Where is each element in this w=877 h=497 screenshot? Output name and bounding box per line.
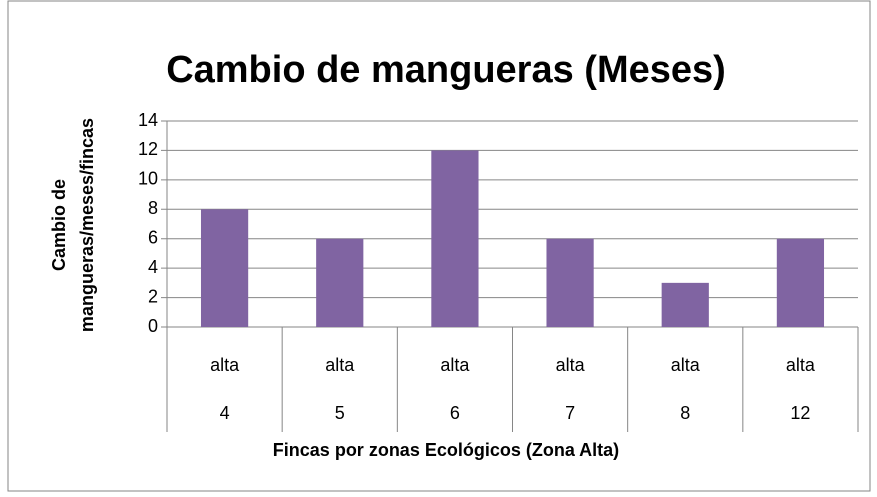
x-tick-label: 8 [680,403,690,423]
x-tick-label: 4 [220,403,230,423]
y-axis-label-line: mangueras/meses/fincas [77,118,97,332]
bar [776,238,825,327]
x-tick-label: 5 [335,403,345,423]
x-tick-label: alta [325,355,355,375]
y-axis-label: Cambio de mangueras/meses/fincas [49,118,97,332]
y-tick-label: 10 [138,169,158,189]
x-tick-label: 7 [565,403,575,423]
x-axis-label: Fincas por zonas Ecológicos (Zona Alta) [273,440,619,460]
bar [431,150,479,327]
bar [661,282,709,327]
y-tick-label: 4 [148,257,158,277]
bar [546,238,594,327]
y-tick-label: 8 [148,198,158,218]
y-tick-label: 0 [148,316,158,336]
bar [200,209,249,327]
x-tick-label: alta [671,355,701,375]
x-tick-label: alta [440,355,470,375]
y-tick-label: 6 [148,227,158,247]
y-axis-label-line: Cambio de [49,179,69,271]
y-tick-label: 12 [138,139,158,159]
x-tick-label: alta [786,355,816,375]
y-tick-label: 2 [148,286,158,306]
bar [316,238,364,327]
x-tick-label: 12 [790,403,810,423]
chart-title: Cambio de mangueras (Meses) [166,49,726,91]
y-tick-label: 14 [138,110,158,130]
x-tick-label: alta [556,355,586,375]
x-tick-label: alta [210,355,240,375]
x-tick-label: 6 [450,403,460,423]
